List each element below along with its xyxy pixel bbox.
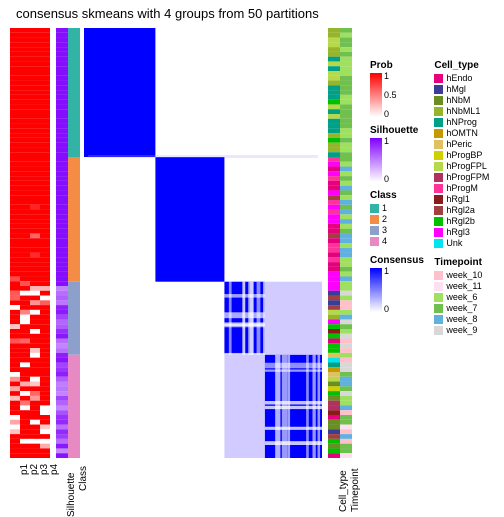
axis-label: Silhouette <box>66 473 77 517</box>
legend-prob: Prob10.50 <box>370 60 424 117</box>
plot-title: consensus skmeans with 4 groups from 50 … <box>16 6 319 21</box>
legend-area: Prob10.50 Silhouette10 Class1234 Consensus1… <box>370 60 500 344</box>
legend-class: Class1234 <box>370 190 424 247</box>
plot-area <box>10 28 365 458</box>
axis-label: p4 <box>49 463 60 474</box>
legend-timepoint: Timepointweek_10week_11week_6week_7week_… <box>434 257 500 336</box>
axis-label: Timepoint <box>350 468 361 512</box>
axis-label: Class <box>78 465 89 490</box>
legend-cell_type: Cell_typehEndohMglhNbMhNbML1hNProghOMTNh… <box>434 60 500 249</box>
legend-silhouette: Silhouette10 <box>370 125 424 182</box>
axis-label: Cell_type <box>338 470 349 512</box>
heatmap-svg <box>10 28 365 458</box>
legend-consensus: Consensus10 <box>370 255 424 312</box>
